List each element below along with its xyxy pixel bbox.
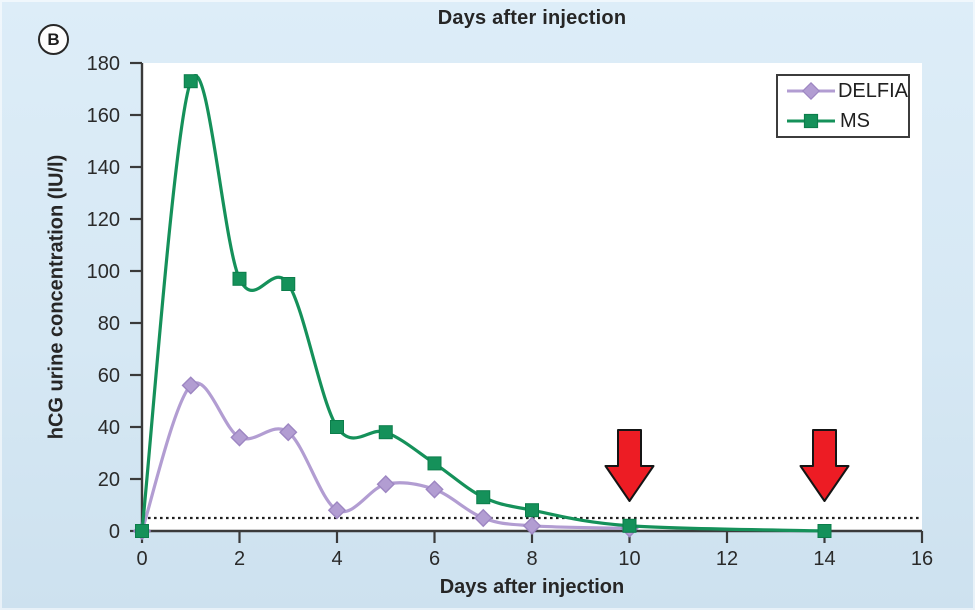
- ms-marker: [232, 271, 247, 286]
- y-tick-label: 160: [87, 105, 120, 127]
- x-axis-label: Days after injection: [439, 576, 625, 598]
- x-tick-label: 6: [429, 548, 440, 570]
- down-arrow-annotation: [604, 429, 655, 502]
- ms-marker: [525, 503, 539, 518]
- ms-marker: [817, 524, 832, 538]
- delfia-marker: [230, 428, 249, 447]
- x-tick-label: 2: [234, 548, 245, 570]
- y-tick-label: 100: [87, 261, 120, 283]
- x-tick-label: 4: [331, 548, 342, 570]
- x-tick-label: 8: [526, 548, 537, 570]
- legend: DELFIA MS: [776, 74, 910, 138]
- delfia-marker: [425, 480, 444, 499]
- y-tick-label: 0: [109, 521, 120, 543]
- x-tick-label: 12: [716, 548, 738, 570]
- y-tick-label: 20: [98, 469, 120, 491]
- ms-marker: [476, 490, 491, 505]
- ms-marker: [281, 277, 296, 291]
- y-tick-label: 60: [98, 365, 120, 387]
- ms-marker: [330, 420, 344, 434]
- legend-square-marker-icon: [787, 113, 835, 129]
- legend-item-ms: MS: [785, 106, 908, 136]
- y-tick-label: 120: [87, 209, 120, 231]
- ms-marker: [622, 518, 637, 533]
- x-tick-label: 0: [136, 548, 147, 570]
- legend-label-delfia: DELFIA: [837, 80, 908, 102]
- ms-marker: [378, 425, 393, 440]
- y-tick-label: 80: [98, 313, 120, 335]
- panel-label: B: [47, 29, 60, 49]
- x-tick-label: 14: [813, 548, 835, 570]
- delfia-marker: [474, 508, 493, 528]
- chart-title: Days after injection: [437, 7, 627, 29]
- delfia-marker: [181, 376, 200, 395]
- legend-diamond-marker-icon: [787, 81, 835, 101]
- legend-label-ms: MS: [840, 110, 870, 132]
- y-tick-label: 180: [87, 53, 120, 75]
- delfia-marker: [327, 501, 347, 520]
- legend-item-delfia: DELFIA: [785, 76, 908, 106]
- down-arrow-annotation: [799, 429, 850, 502]
- delfia-marker: [522, 516, 542, 535]
- delfia-marker: [376, 475, 395, 494]
- y-tick-label: 40: [98, 417, 120, 439]
- ms-marker: [135, 524, 149, 538]
- plot-area: [142, 63, 922, 531]
- x-tick-label: 16: [911, 548, 933, 570]
- delfia-marker: [279, 423, 298, 442]
- x-tick-label: 10: [618, 548, 640, 570]
- ms-marker: [427, 456, 442, 471]
- ms-marker: [183, 74, 198, 89]
- y-tick-label: 140: [87, 157, 120, 179]
- panel-label-badge: B: [38, 24, 69, 55]
